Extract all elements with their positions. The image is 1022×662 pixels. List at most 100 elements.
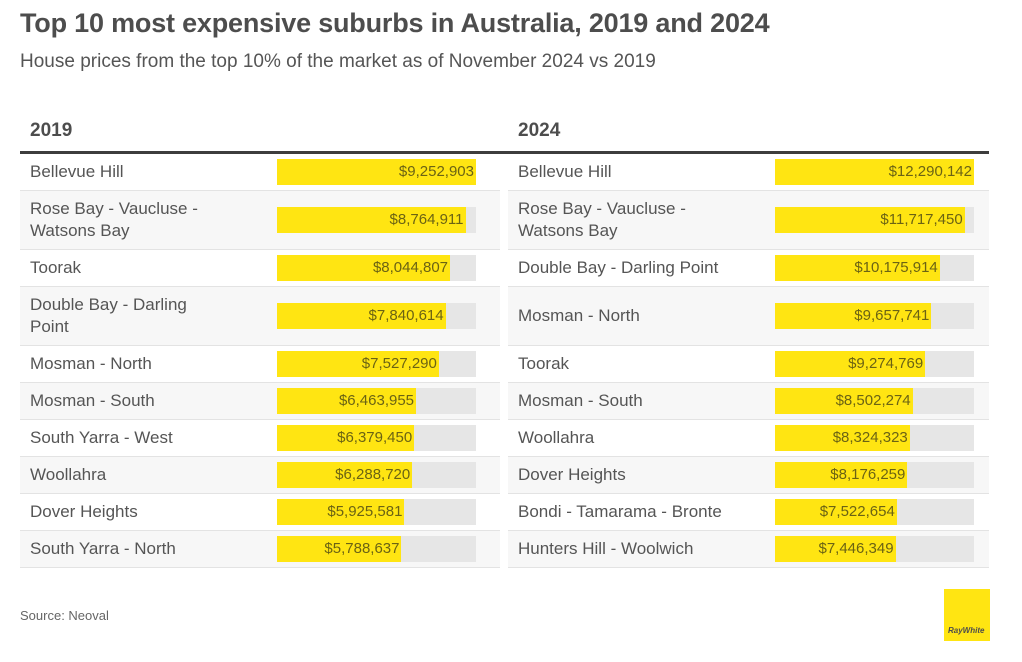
price-label: $11,717,450 [880,211,963,228]
bar-track: $9,274,769 [775,351,974,377]
table-row: Dover Heights $5,925,581 [20,494,500,531]
price-label: $9,657,741 [854,307,930,324]
suburb-name: Dover Heights [30,502,138,521]
table-row: Woollahra $6,288,720 [20,457,500,494]
table-row: Toorak $8,044,807 [20,250,500,287]
source-note: Source: Neoval [20,608,109,623]
price-label: $7,522,654 [819,503,895,520]
suburb-name: Woollahra [30,465,107,484]
bar-track: $7,446,349 [775,536,974,562]
bar-track: $8,044,807 [277,255,476,281]
table-row: South Yarra - West $6,379,450 [20,420,500,457]
rows-2019: Bellevue Hill $9,252,903 Rose Bay - Vauclu… [20,154,500,568]
price-label: $6,379,450 [337,429,413,446]
table-row: Mosman - South $6,463,955 [20,383,500,420]
bar-track: $8,324,323 [775,425,974,451]
suburb-name: Double Bay - Darling Point [30,295,187,336]
price-bar: $6,379,450 [277,425,415,451]
table-row: Double Bay - Darling Point $7,840,614 [20,287,500,346]
table-2024: 2024 Bellevue Hill $12,290,142 Rose Bay - … [508,112,989,568]
price-bar: $9,252,903 [277,159,476,185]
bar-track: $8,764,911 [277,207,476,233]
price-label: $8,176,259 [830,466,906,483]
price-bar: $5,788,637 [277,536,402,562]
bar-track: $12,290,142 [775,159,974,185]
bar-track: $5,925,581 [277,499,476,525]
price-label: $5,788,637 [324,540,400,557]
suburb-name: Rose Bay - Vaucluse - Watsons Bay [30,199,198,240]
bar-track: $8,502,274 [775,388,974,414]
bar-track: $6,379,450 [277,425,476,451]
table-row: Toorak $9,274,769 [508,346,989,383]
price-label: $8,502,274 [835,392,911,409]
table-row: Rose Bay - Vaucluse - Watsons Bay $11,717… [508,191,989,250]
price-bar: $8,176,259 [775,462,908,488]
table-row: Mosman - South $8,502,274 [508,383,989,420]
suburb-name: Mosman - North [30,354,152,373]
suburb-name: Dover Heights [518,465,626,484]
price-bar: $7,527,290 [277,351,439,377]
suburb-name: Rose Bay - Vaucluse - Watsons Bay [518,199,686,240]
price-bar: $8,502,274 [775,388,913,414]
table-row: Bellevue Hill $9,252,903 [20,154,500,191]
bar-track: $7,522,654 [775,499,974,525]
price-bar: $12,290,142 [775,159,974,185]
price-bar: $8,044,807 [277,255,451,281]
price-bar: $7,446,349 [775,536,896,562]
column-header-2019: 2019 [30,120,73,141]
price-bar: $9,657,741 [775,303,932,329]
table-row: Mosman - North $7,527,290 [20,346,500,383]
bar-track: $7,527,290 [277,351,476,377]
price-bar: $7,840,614 [277,303,446,329]
price-label: $8,324,323 [832,429,908,446]
suburb-name: Bellevue Hill [518,162,612,181]
bar-track: $6,463,955 [277,388,476,414]
price-bar: $9,274,769 [775,351,926,377]
price-bar: $8,324,323 [775,425,910,451]
table-row: Bondi - Tamarama - Bronte $7,522,654 [508,494,989,531]
rows-2024: Bellevue Hill $12,290,142 Rose Bay - Vaucl… [508,154,989,568]
table-row: Rose Bay - Vaucluse - Watsons Bay $8,764,… [20,191,500,250]
header-rule [20,151,989,154]
table-row: Mosman - North $9,657,741 [508,287,989,346]
price-label: $7,527,290 [361,355,437,372]
suburb-name: Bondi - Tamarama - Bronte [518,502,722,521]
price-bar: $7,522,654 [775,499,897,525]
price-label: $8,044,807 [372,259,449,276]
price-label: $7,840,614 [368,307,444,324]
chart-title: Top 10 most expensive suburbs in Austral… [20,8,770,38]
suburb-name: South Yarra - West [30,428,173,447]
bar-track: $9,252,903 [277,159,476,185]
price-label: $8,764,911 [389,211,464,228]
price-label: $9,252,903 [398,163,474,180]
table-row: Dover Heights $8,176,259 [508,457,989,494]
suburb-name: Mosman - North [518,306,640,325]
price-label: $5,925,581 [327,503,403,520]
bar-track: $6,288,720 [277,462,476,488]
raywhite-logo: RayWhite [944,589,990,641]
price-label: $12,290,142 [888,163,972,180]
price-bar: $10,175,914 [775,255,940,281]
bar-track: $5,788,637 [277,536,476,562]
price-bar: $5,925,581 [277,499,405,525]
suburb-name: Toorak [518,354,570,373]
bar-track: $9,657,741 [775,303,974,329]
bar-track: $8,176,259 [775,462,974,488]
suburb-name: Toorak [30,258,82,277]
price-bar: $6,288,720 [277,462,413,488]
table-row: South Yarra - North $5,788,637 [20,531,500,568]
suburb-name: Mosman - South [30,391,155,410]
logo-text: RayWhite [948,626,985,635]
table-2019: 2019 Bellevue Hill $9,252,903 Rose Bay - V… [20,112,500,568]
suburb-name: Bellevue Hill [30,162,124,181]
suburb-name: Double Bay - Darling Point [518,258,719,277]
suburb-name: Mosman - South [518,391,643,410]
price-bar: $11,717,450 [775,207,965,233]
suburb-name: Woollahra [518,428,595,447]
price-bar: $8,764,911 [277,207,466,233]
price-label: $6,288,720 [335,466,411,483]
price-label: $9,274,769 [848,355,924,372]
table-row: Hunters Hill - Woolwich $7,446,349 [508,531,989,568]
bar-track: $7,840,614 [277,303,476,329]
table-row: Bellevue Hill $12,290,142 [508,154,989,191]
